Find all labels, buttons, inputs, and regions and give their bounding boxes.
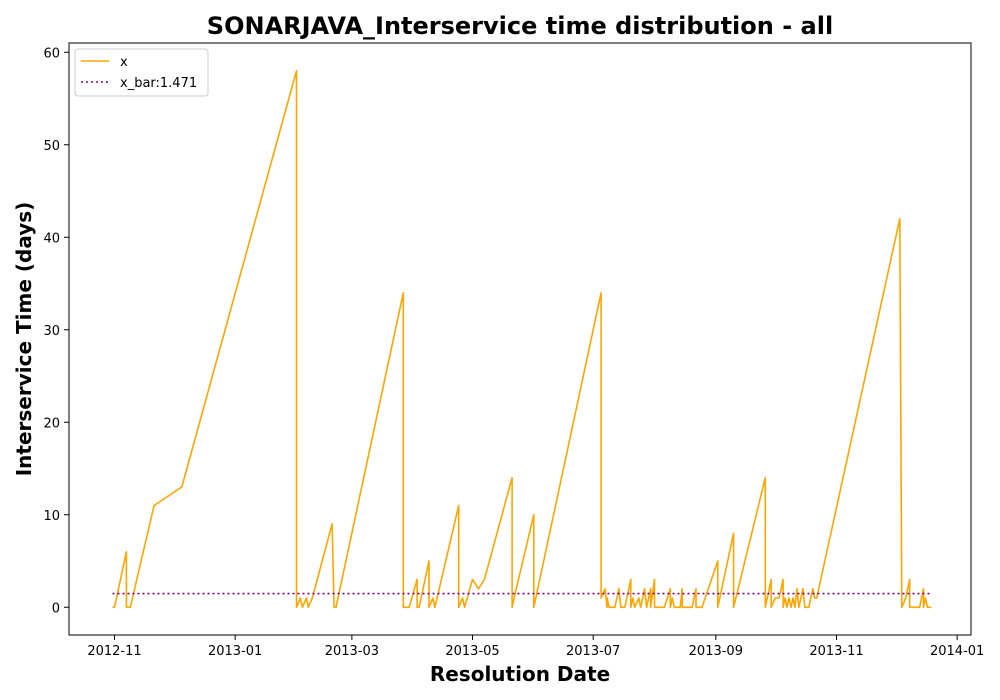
x-tick-label: 2012-11 [87, 644, 141, 659]
y-tick-label: 60 [43, 46, 60, 61]
y-tick-label: 0 [52, 601, 60, 616]
plot-area [112, 70, 932, 609]
axes: 2012-11 2013-01 2013-03 2013-05 2013-07 2013-… [43, 46, 984, 659]
y-tick-label: 50 [43, 139, 60, 154]
y-tick-label: 30 [43, 324, 60, 339]
axes-frame [68, 42, 972, 636]
x-tick-label: 2013-05 [445, 644, 499, 659]
x-tick-label: 2013-11 [809, 644, 863, 659]
x-tick-label: 2014-01 [930, 644, 984, 659]
y-tick-label: 40 [43, 231, 60, 246]
x-axis-label: Resolution Date [430, 662, 610, 686]
legend-label-x-bar: x_bar:1.471 [120, 76, 197, 91]
x-tick-label: 2013-03 [325, 644, 379, 659]
y-axis-label: Interservice Time (days) [12, 202, 36, 477]
x-tick-label: 2013-09 [689, 644, 743, 659]
legend: x x_bar:1.471 [74, 48, 209, 97]
x-tick-label: 2013-07 [566, 644, 620, 659]
x-tick-label: 2013-01 [208, 644, 262, 659]
series-line-x [112, 70, 932, 609]
chart-title: SONARJAVA_Interservice time distribution… [207, 12, 833, 40]
y-tick-label: 20 [43, 416, 60, 431]
y-tick-label: 10 [43, 509, 60, 524]
legend-label-x: x [120, 55, 128, 70]
